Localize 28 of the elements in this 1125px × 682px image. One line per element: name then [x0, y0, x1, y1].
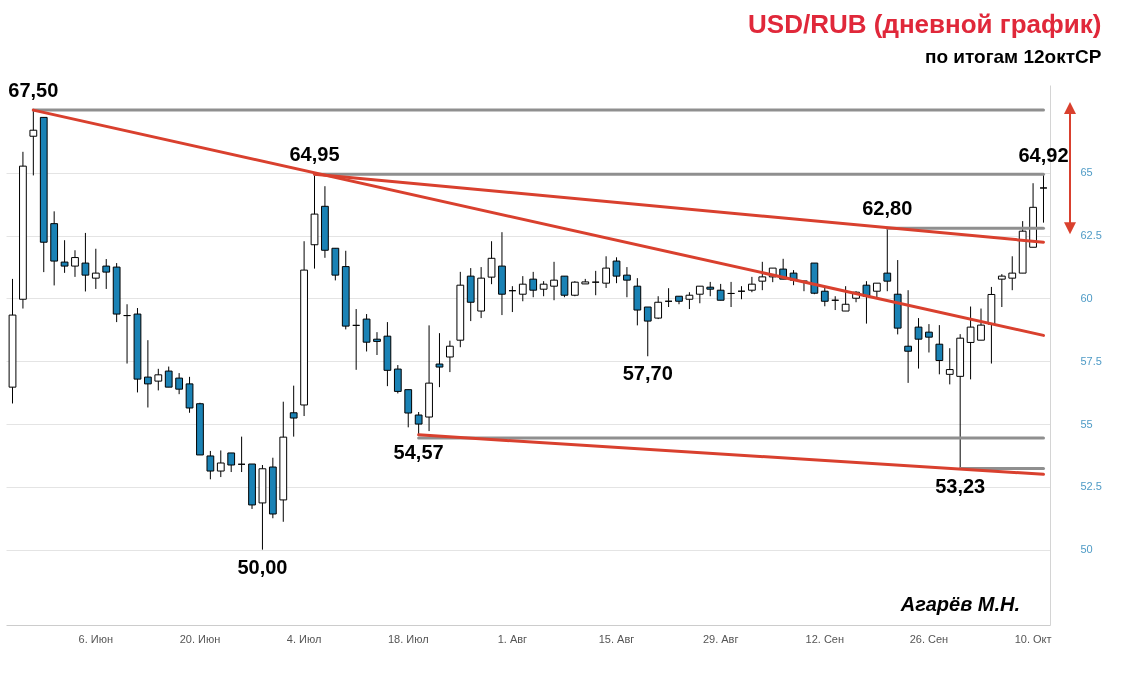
annotation: 57,70 [622, 362, 673, 385]
x-tick-label: 18. Июл [387, 632, 429, 645]
y-tick-label: 55 [1080, 417, 1093, 430]
chart-title: USD/RUB (дневной график) [748, 9, 1102, 40]
annotation: 54,57 [393, 440, 444, 463]
x-tick-label: 6. Июн [78, 632, 114, 645]
x-tick-label: 15. Авг [598, 632, 635, 645]
annotation: 62,80 [862, 197, 913, 220]
annotation: Агарёв М.Н. [899, 593, 1020, 615]
annotation: 67,50 [8, 79, 59, 102]
x-tick-label: 10. Окт [1014, 632, 1052, 645]
y-tick-label: 50 [1080, 543, 1093, 556]
y-tick-label: 65 [1080, 166, 1093, 179]
annotation: 50,00 [237, 555, 288, 578]
y-tick-label: 62.5 [1080, 229, 1102, 242]
x-tick-label: 4. Июл [286, 632, 322, 645]
x-tick-label: 12. Сен [805, 632, 845, 645]
annotation: 64,92 [1018, 143, 1069, 166]
y-tick-label: 52.5 [1080, 480, 1102, 493]
x-tick-label: 26. Сен [909, 632, 949, 645]
annotation: 64,95 [289, 143, 340, 166]
chart-subtitle: по итогам 12октСР [924, 46, 1102, 68]
annotation: 53,23 [935, 474, 986, 497]
x-tick-label: 29. Авг [702, 632, 739, 645]
y-tick-label: 57.5 [1080, 354, 1102, 367]
y-tick-label: 60 [1080, 291, 1093, 304]
x-tick-label: 20. Июн [179, 632, 221, 645]
x-tick-label: 1. Авг [497, 632, 528, 645]
